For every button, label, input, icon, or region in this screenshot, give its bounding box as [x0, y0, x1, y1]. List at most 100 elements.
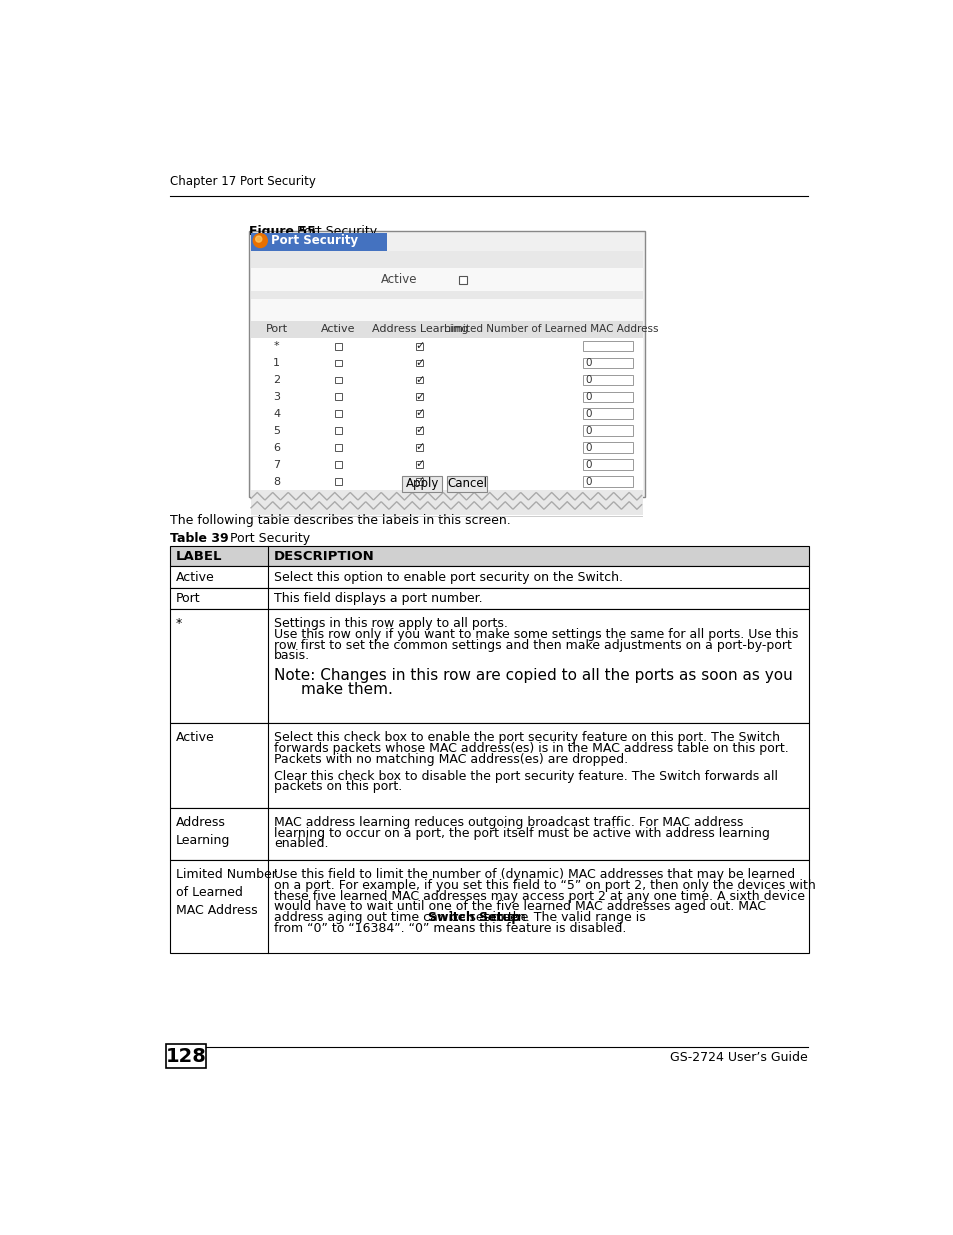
- Text: Note: Changes in this row are copied to all the ports as soon as you: Note: Changes in this row are copied to …: [274, 668, 792, 683]
- Bar: [166, 1044, 206, 1068]
- Bar: [416, 410, 423, 417]
- Bar: [458, 275, 466, 284]
- Text: Clear this check box to disable the port security feature. The Switch forwards a: Clear this check box to disable the port…: [274, 769, 778, 783]
- Text: ✓: ✓: [415, 391, 424, 401]
- Text: ✓: ✓: [415, 358, 424, 368]
- Text: Cancel: Cancel: [447, 478, 487, 490]
- Bar: [416, 342, 423, 350]
- Text: ✓: ✓: [415, 425, 424, 436]
- Bar: [416, 359, 423, 367]
- Text: on a port. For example, if you set this field to “5” on port 2, then only the de: on a port. For example, if you set this …: [274, 879, 815, 892]
- Text: 5: 5: [273, 426, 280, 436]
- Text: 6: 6: [273, 442, 280, 453]
- Text: 0: 0: [585, 426, 592, 436]
- Bar: [582, 425, 633, 436]
- Bar: [251, 252, 642, 268]
- Text: LABEL: LABEL: [175, 550, 222, 563]
- Text: Apply: Apply: [405, 478, 438, 490]
- Text: Port: Port: [175, 592, 200, 605]
- Text: 0: 0: [585, 442, 592, 453]
- Bar: [416, 394, 423, 400]
- Bar: [416, 427, 423, 435]
- Text: 0: 0: [585, 391, 592, 401]
- Text: 7: 7: [273, 459, 280, 469]
- Bar: [335, 394, 342, 400]
- Text: Limited Number
of Learned
MAC Address: Limited Number of Learned MAC Address: [175, 868, 276, 918]
- Text: Table 39: Table 39: [170, 532, 228, 546]
- Text: Select this check box to enable the port security feature on this port. The Swit: Select this check box to enable the port…: [274, 731, 780, 745]
- Bar: [582, 391, 633, 403]
- Text: Port Security: Port Security: [297, 225, 377, 238]
- Text: DESCRIPTION: DESCRIPTION: [274, 550, 375, 563]
- Bar: [582, 409, 633, 419]
- Text: 0: 0: [585, 375, 592, 385]
- Bar: [335, 427, 342, 435]
- Text: MAC address learning reduces outgoing broadcast traffic. For MAC address: MAC address learning reduces outgoing br…: [274, 816, 742, 829]
- Bar: [170, 546, 808, 567]
- Bar: [335, 461, 342, 468]
- Text: ✓: ✓: [415, 459, 424, 469]
- Bar: [251, 456, 642, 473]
- Text: Use this row only if you want to make some settings the same for all ports. Use : Use this row only if you want to make so…: [274, 627, 798, 641]
- Text: Settings in this row apply to all ports.: Settings in this row apply to all ports.: [274, 618, 508, 630]
- Circle shape: [255, 236, 261, 242]
- Bar: [170, 567, 808, 588]
- Text: Figure 55: Figure 55: [249, 225, 325, 238]
- Bar: [251, 372, 642, 389]
- Bar: [416, 445, 423, 451]
- Bar: [416, 377, 423, 383]
- Bar: [251, 233, 386, 252]
- Text: 8: 8: [273, 477, 280, 487]
- Bar: [582, 374, 633, 385]
- Text: The following table describes the labels in this screen.: The following table describes the labels…: [170, 514, 510, 527]
- Text: Active: Active: [321, 324, 355, 335]
- Text: 2: 2: [273, 375, 280, 385]
- Text: row first to set the common settings and then make adjustments on a port-by-port: row first to set the common settings and…: [274, 638, 791, 652]
- Text: ✓: ✓: [415, 374, 424, 384]
- Bar: [251, 337, 642, 354]
- Text: Address Learning: Address Learning: [372, 324, 468, 335]
- Text: Active: Active: [175, 731, 214, 745]
- Text: ✓: ✓: [415, 341, 424, 351]
- Text: Port Security: Port Security: [271, 235, 358, 247]
- Bar: [251, 405, 642, 422]
- Bar: [582, 442, 633, 453]
- Text: ✓: ✓: [415, 442, 424, 452]
- Bar: [582, 358, 633, 368]
- Bar: [251, 291, 642, 299]
- Bar: [335, 478, 342, 485]
- Text: 0: 0: [585, 358, 592, 368]
- Text: ✓: ✓: [415, 477, 424, 487]
- Bar: [170, 808, 808, 861]
- Bar: [170, 588, 808, 609]
- Text: 0: 0: [585, 477, 592, 487]
- Bar: [170, 724, 808, 808]
- Bar: [251, 321, 642, 337]
- Text: basis.: basis.: [274, 650, 310, 662]
- Text: Port Security: Port Security: [222, 532, 310, 546]
- Text: 128: 128: [165, 1046, 206, 1066]
- Text: address aging out time can be set in the: address aging out time can be set in the: [274, 911, 532, 924]
- Bar: [249, 231, 644, 496]
- Text: GS-2724 User’s Guide: GS-2724 User’s Guide: [670, 1051, 807, 1065]
- Text: screen. The valid range is: screen. The valid range is: [479, 911, 644, 924]
- Text: Address
Learning: Address Learning: [175, 816, 230, 847]
- Bar: [170, 861, 808, 953]
- Bar: [335, 359, 342, 367]
- Bar: [251, 389, 642, 405]
- Bar: [251, 354, 642, 372]
- Text: make them.: make them.: [301, 682, 393, 697]
- Bar: [582, 477, 633, 487]
- Text: Port: Port: [265, 324, 288, 335]
- Text: Limited Number of Learned MAC Address: Limited Number of Learned MAC Address: [444, 324, 659, 335]
- Bar: [582, 341, 633, 352]
- Text: from “0” to “16384”. “0” means this feature is disabled.: from “0” to “16384”. “0” means this feat…: [274, 923, 626, 935]
- Text: Packets with no matching MAC address(es) are dropped.: Packets with no matching MAC address(es)…: [274, 752, 628, 766]
- Text: Active: Active: [175, 571, 214, 584]
- Bar: [251, 268, 642, 291]
- Bar: [402, 477, 442, 492]
- Bar: [335, 410, 342, 417]
- Bar: [335, 445, 342, 451]
- Text: 4: 4: [273, 409, 280, 419]
- Text: *: *: [175, 618, 182, 630]
